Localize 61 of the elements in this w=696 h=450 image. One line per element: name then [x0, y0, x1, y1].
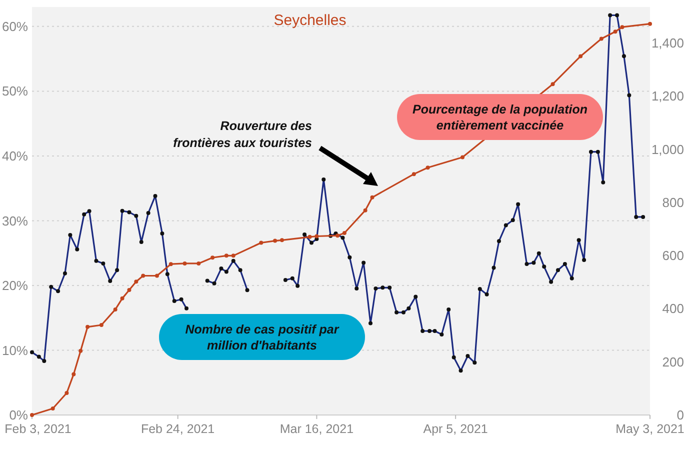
- point: [72, 372, 76, 376]
- point: [182, 261, 187, 266]
- y2-tick-label: 1,400: [651, 35, 684, 50]
- x-tick-label: Mar 16, 2021: [280, 422, 354, 436]
- point: [141, 274, 146, 278]
- y-tick-label: 60%: [2, 18, 28, 34]
- point: [620, 25, 624, 30]
- point: [412, 172, 416, 176]
- x-tick-label: Feb 3, 2021: [4, 422, 72, 436]
- point: [280, 238, 284, 242]
- y-tick-label: 50%: [2, 84, 28, 99]
- y2-tick-label: 200: [662, 354, 684, 370]
- point: [113, 307, 118, 312]
- point: [196, 261, 201, 266]
- x-tick-label: Apr 5, 2021: [423, 422, 488, 436]
- point: [120, 296, 124, 300]
- annotation: Rouverture des frontières aux touristes: [173, 119, 312, 150]
- y-tick-label: 20%: [2, 278, 28, 294]
- point: [50, 406, 55, 411]
- point: [308, 234, 312, 239]
- x-tick-label: May 3, 2021: [616, 422, 684, 436]
- point: [314, 234, 319, 238]
- point: [259, 240, 264, 245]
- point: [127, 288, 132, 292]
- point: [336, 234, 340, 238]
- point: [578, 54, 583, 58]
- point: [273, 238, 278, 243]
- y-tick-label: 10%: [2, 342, 28, 358]
- chart-title: Seychelles: [274, 12, 346, 29]
- point: [64, 390, 69, 395]
- point: [370, 195, 374, 200]
- point: [99, 322, 104, 327]
- point: [168, 262, 173, 266]
- point: [210, 256, 215, 260]
- point: [426, 166, 430, 170]
- y2-tick-label: 1,200: [651, 88, 684, 104]
- x-tick-label: Feb 24, 2021: [140, 422, 215, 436]
- point: [78, 348, 83, 353]
- y2-tick-label: 1,000: [651, 142, 684, 157]
- point: [154, 274, 159, 278]
- point: [342, 231, 346, 236]
- point: [460, 155, 465, 160]
- y2-tick-label: 800: [662, 194, 684, 210]
- point: [86, 324, 90, 329]
- point: [550, 82, 555, 86]
- point: [599, 36, 604, 41]
- y2-tick-label: 600: [662, 248, 684, 264]
- series-label: Pourcentage de la population entièrement vaccinée: [412, 102, 588, 132]
- point: [134, 280, 138, 284]
- y2-tick-label: 400: [662, 301, 684, 316]
- y-tick-label: 40%: [2, 148, 28, 164]
- point: [648, 22, 652, 26]
- point: [30, 413, 34, 417]
- y-tick-label: 0%: [9, 408, 28, 423]
- point: [363, 208, 368, 212]
- point: [224, 254, 228, 258]
- point: [613, 30, 618, 34]
- point: [231, 254, 236, 258]
- series-label: Nombre de cas positif par million d'habitants: [185, 322, 340, 352]
- y2-tick-label: 0: [676, 408, 684, 423]
- y-tick-label: 30%: [2, 213, 28, 228]
